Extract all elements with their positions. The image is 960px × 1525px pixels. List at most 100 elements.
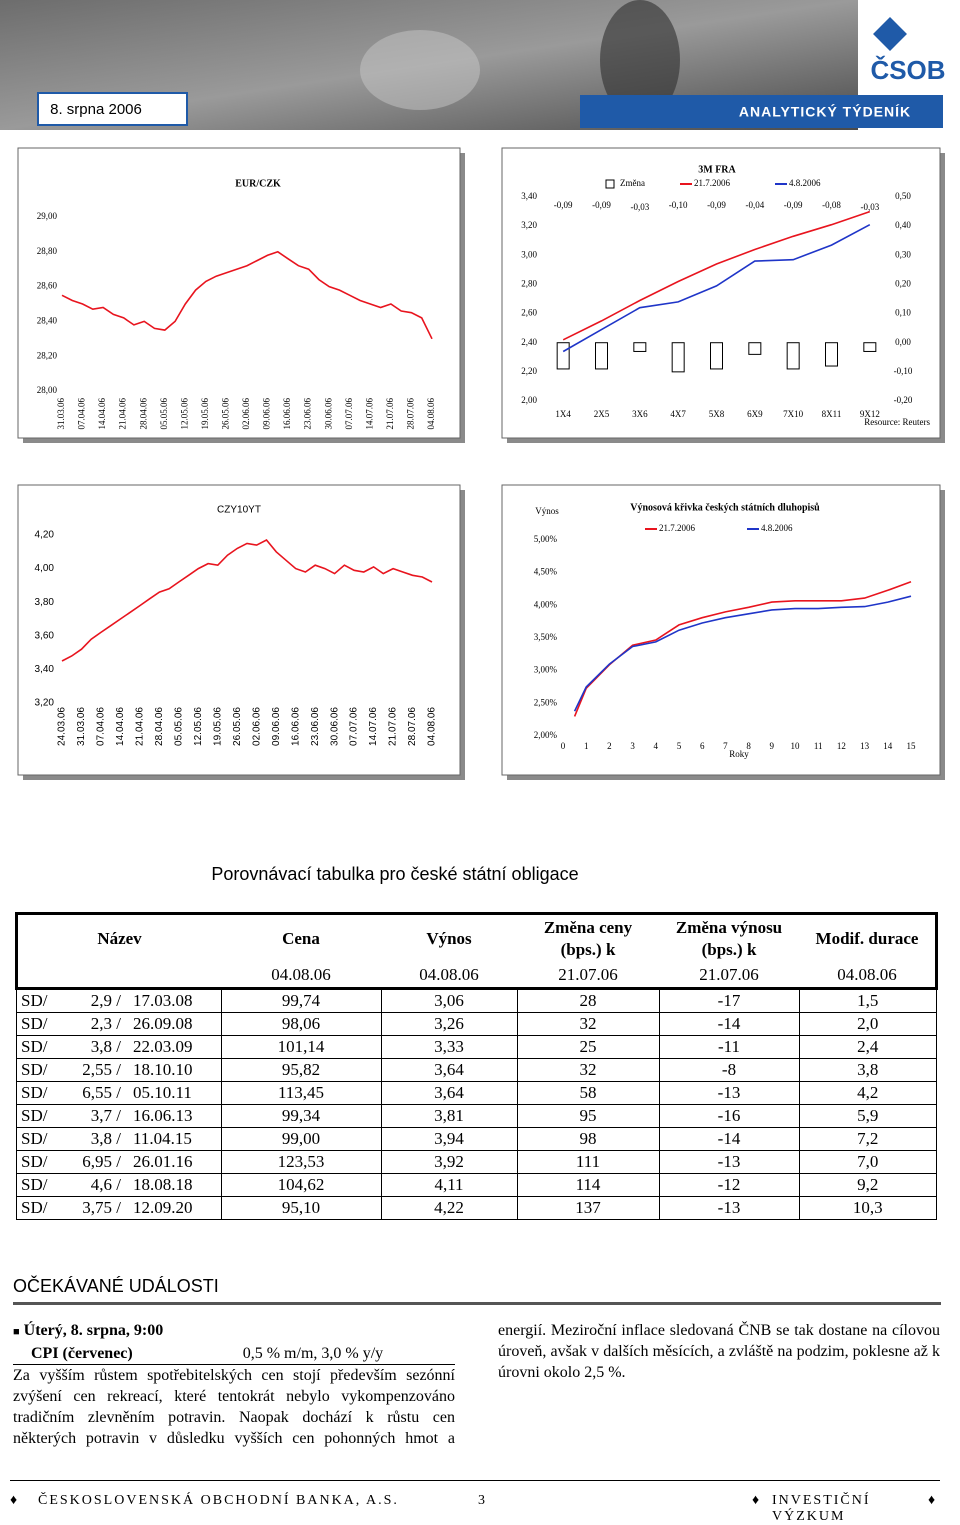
y-tick-label: 3,60 (35, 630, 55, 641)
bond-type: SD/ (21, 1175, 48, 1194)
header-row: Název Cena Výnos Změna ceny (bps.) k Změn… (17, 914, 937, 964)
table-cell: 3,26 (380, 1012, 518, 1036)
value-label: -0,03 (630, 202, 649, 212)
event-forecast: 0,5 % m/m, 3,0 % y/y (242, 1345, 384, 1362)
bar (710, 342, 723, 370)
x-tick-label: 19.05.06 (200, 398, 210, 430)
table-row: SD/3,8 / 11.04.15 99,00 3,94 98 -14 7,2 (16, 1127, 937, 1151)
bond-name: SD/2,55 / 18.10.10 (16, 1058, 222, 1082)
panel (501, 484, 941, 776)
page-number: 3 (478, 1493, 487, 1508)
bond-name: SD/2,3 / 26.09.08 (16, 1012, 222, 1036)
bond-name: SD/3,75 / 12.09.20 (16, 1196, 222, 1220)
table-cell: 3,8 (798, 1058, 937, 1082)
table-cell: -8 (658, 1058, 800, 1082)
bond-type: SD/ (21, 1198, 48, 1217)
x-tick-label: 3X6 (632, 409, 648, 419)
y2-tick-label: 0,50 (895, 191, 911, 201)
date-box (37, 92, 188, 126)
y-tick-label: 28,40 (37, 315, 58, 325)
y-tick-label: 3,20 (35, 698, 55, 709)
column-name: Výnos (426, 929, 472, 948)
table-cell: 9,2 (798, 1173, 937, 1197)
x-tick-label: 30.06.06 (329, 707, 340, 746)
table-cell: 32 (516, 1058, 660, 1082)
table-row: SD/2,9 / 17.03.08 99,74 3,06 28 -17 1,5 (16, 988, 937, 1013)
x-tick-label: 5X8 (709, 409, 725, 419)
x-tick-label: 07.04.06 (96, 707, 107, 746)
bond-type: SD/ (21, 1037, 48, 1056)
x-tick-label: 0 (561, 741, 566, 751)
x-tick-label: 6X9 (747, 409, 763, 419)
x-tick-label: 5 (677, 741, 682, 751)
heading-rule (13, 1302, 941, 1305)
x-tick-label: 12.05.06 (179, 398, 189, 430)
column-date: 04.08.06 (271, 965, 331, 984)
column-unit: (bps.) k (560, 940, 616, 959)
table-cell: 10,3 (798, 1196, 937, 1220)
charts-area: ČSOB 8. srpna 2006 ANALYTICKÝ TÝDENÍK EU… (0, 0, 946, 780)
column-date: 21.07.06 (558, 965, 618, 984)
legend-label: 21.7.2006 (659, 523, 696, 533)
column-name: Cena (282, 929, 320, 948)
series-line (562, 223, 871, 353)
table-cell: 99,34 (220, 1104, 382, 1128)
bar (825, 342, 838, 367)
legend-label: 4.8.2006 (761, 523, 793, 533)
column-unit: (bps.) k (701, 940, 757, 959)
table-cell: 3,33 (380, 1035, 518, 1059)
bond-coupon: 6,95 / (82, 1152, 121, 1171)
bond-name: SD/3,7 / 16.06.13 (16, 1104, 222, 1128)
y2-tick-label: 0,30 (895, 249, 911, 259)
value-label: -0,04 (745, 200, 764, 210)
value-label: -0,09 (592, 200, 611, 210)
table-cell: 98 (516, 1127, 660, 1151)
series-line (573, 595, 912, 712)
bond-name: SD/3,8 / 22.03.09 (16, 1035, 222, 1059)
table-cell: 1,5 (798, 988, 937, 1013)
x-tick-label: 9X12 (860, 409, 880, 419)
bond-maturity: 17.03.08 (133, 991, 193, 1010)
bond-maturity: 18.10.10 (133, 1060, 193, 1079)
y-tick-label: 2,50% (534, 697, 558, 707)
series-line (61, 538, 433, 662)
table-title: Porovnávací tabulka pro české státní obl… (211, 864, 579, 884)
column-name: Modif. durace (815, 929, 919, 948)
y-tick-label: 28,80 (37, 246, 58, 256)
x-tick-label: 1 (584, 741, 589, 751)
legend-label: Změna (620, 178, 645, 188)
x-tick-label: 7X10 (783, 409, 803, 419)
bond-type: SD/ (21, 1129, 48, 1148)
column-name: Změna výnosu (675, 918, 783, 937)
column-date: 04.08.06 (419, 965, 479, 984)
x-tick-label: 14.07.06 (368, 707, 379, 746)
y2-tick-label: -0,10 (894, 366, 913, 376)
x-tick-label: 28.04.06 (138, 398, 148, 430)
y-tick-label: 5,00% (534, 534, 558, 544)
footer-bank: ČESKOSLOVENSKÁ OBCHODNÍ BANKA, A.S. (38, 1493, 399, 1508)
bullet: ■ (13, 1326, 20, 1338)
table-cell: 28 (516, 988, 660, 1013)
table-cell: 2,0 (798, 1012, 937, 1036)
bond-maturity: 16.06.13 (133, 1106, 193, 1125)
table-cell: 25 (516, 1035, 660, 1059)
y-tick-label: 29,00 (37, 211, 58, 221)
table-cell: 4,2 (798, 1081, 937, 1105)
bar (863, 342, 877, 352)
date-row: 04.08.06 04.08.06 21.07.06 21.07.06 04.0… (17, 963, 937, 989)
table-cell: 101,14 (220, 1035, 382, 1059)
x-tick-label: 10 (791, 741, 801, 751)
table-cell: -13 (658, 1196, 800, 1220)
x-tick-label: 26.05.06 (232, 707, 243, 746)
series-line (562, 210, 871, 341)
table-cell: -16 (658, 1104, 800, 1128)
y2-tick-label: 0,10 (895, 308, 911, 318)
x-tick-label: 07.04.06 (77, 398, 87, 430)
bond-name: SD/6,95 / 26.01.16 (16, 1150, 222, 1174)
x-tick-label: 14 (883, 741, 893, 751)
table-cell: 99,74 (220, 988, 382, 1013)
title-box (580, 95, 943, 128)
bond-maturity: 05.10.11 (133, 1083, 192, 1102)
events-heading: OČEKÁVANÉ UDÁLOSTI (13, 1276, 219, 1296)
y-tick-label: 2,40 (521, 337, 537, 347)
